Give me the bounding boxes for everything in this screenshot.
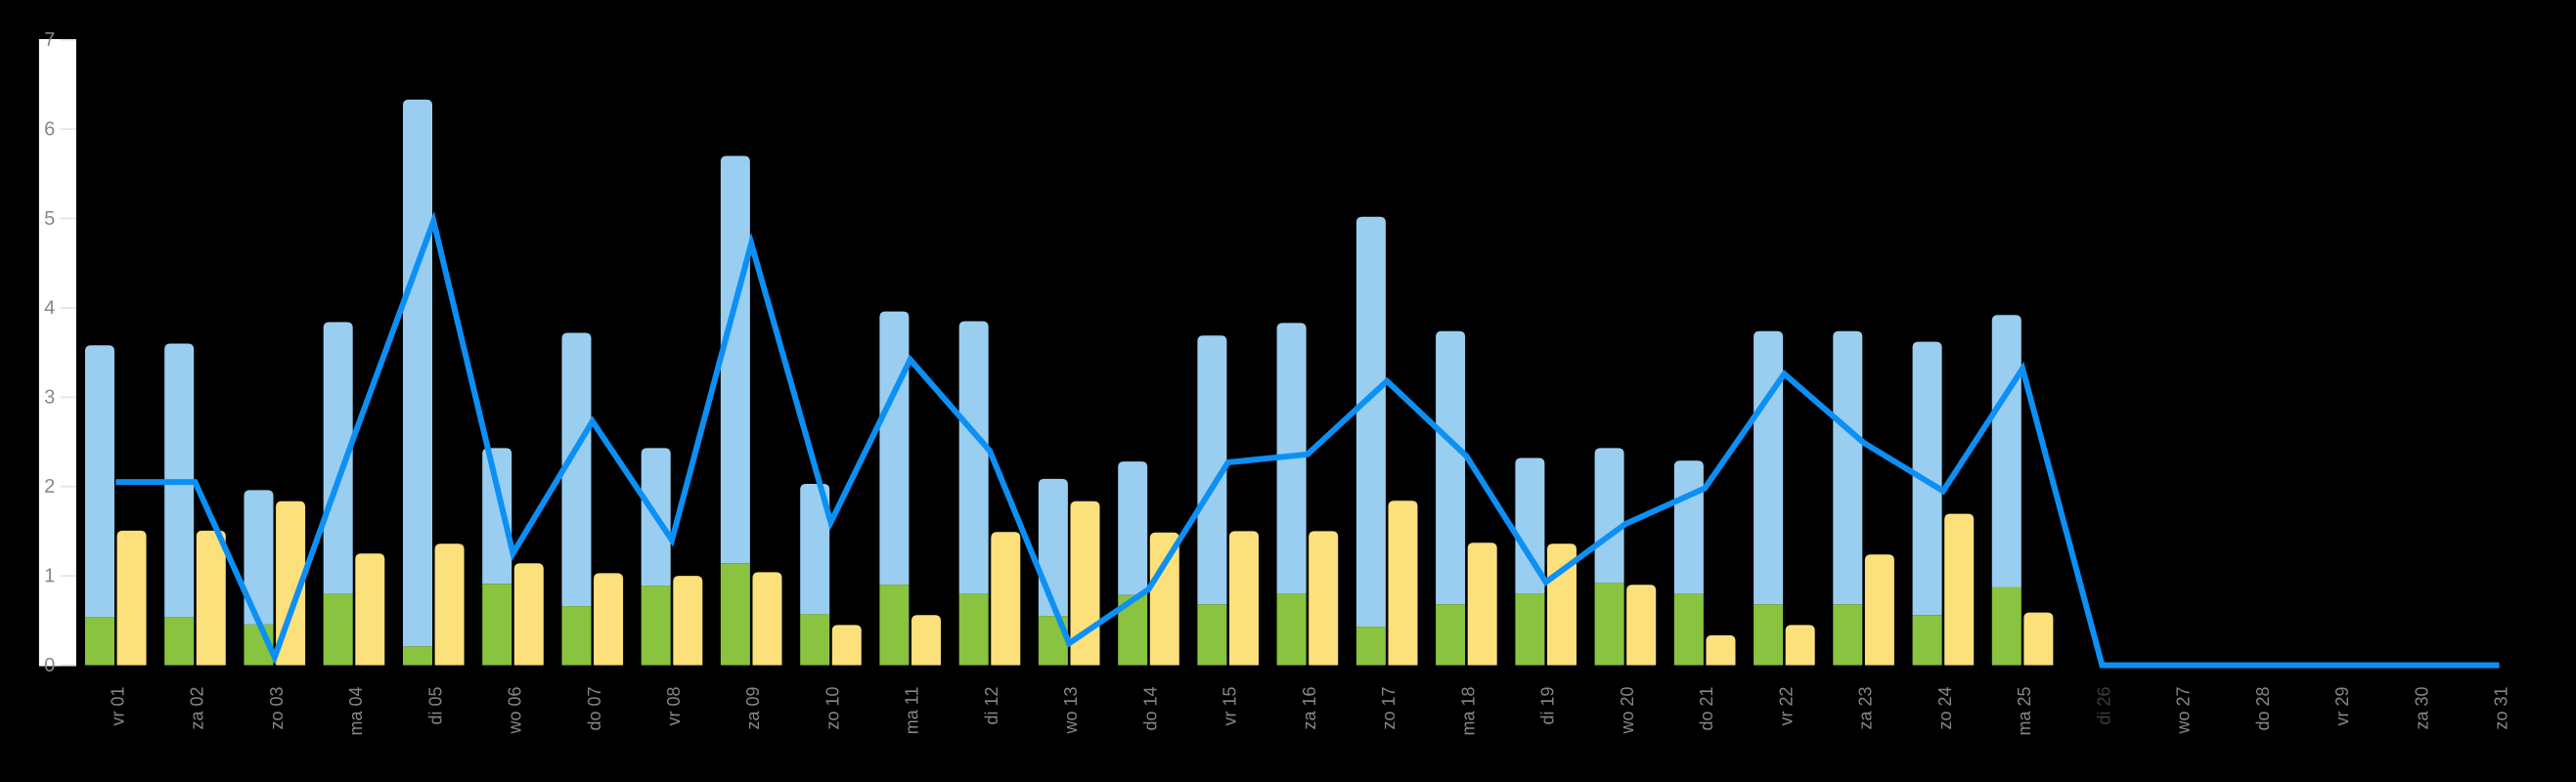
svg-text:do 07: do 07 (585, 687, 604, 731)
svg-text:4: 4 (44, 297, 55, 319)
svg-text:do 14: do 14 (1141, 687, 1161, 731)
svg-text:0: 0 (44, 655, 55, 676)
svg-text:ma 25: ma 25 (2015, 687, 2034, 736)
svg-text:1: 1 (44, 565, 55, 586)
svg-text:zo 17: zo 17 (1379, 687, 1399, 730)
svg-text:vr 01: vr 01 (108, 687, 127, 726)
svg-text:ma 04: ma 04 (346, 687, 366, 736)
svg-text:za 30: za 30 (2412, 687, 2431, 730)
svg-text:do 28: do 28 (2253, 687, 2273, 731)
svg-text:wo 20: wo 20 (1618, 687, 1637, 735)
svg-text:za 16: za 16 (1300, 687, 1319, 730)
svg-text:di 19: di 19 (1538, 687, 1558, 725)
svg-text:zo 03: zo 03 (267, 687, 287, 730)
svg-text:6: 6 (44, 118, 55, 140)
svg-text:zo 24: zo 24 (1935, 687, 1955, 730)
svg-text:vr 08: vr 08 (664, 687, 684, 726)
svg-text:di 12: di 12 (982, 687, 1001, 725)
svg-text:vr 29: vr 29 (2332, 687, 2352, 726)
svg-text:ma 11: ma 11 (903, 687, 922, 735)
svg-text:za 09: za 09 (743, 687, 763, 730)
svg-text:za 02: za 02 (188, 687, 207, 730)
svg-text:do 21: do 21 (1697, 687, 1716, 731)
svg-text:vr 22: vr 22 (1776, 687, 1796, 726)
svg-text:vr 15: vr 15 (1221, 687, 1240, 726)
svg-text:3: 3 (44, 387, 55, 409)
svg-text:wo 13: wo 13 (1061, 687, 1081, 735)
svg-text:di 26: di 26 (2094, 687, 2113, 725)
svg-text:zo 10: zo 10 (823, 687, 843, 730)
svg-text:ma 18: ma 18 (1458, 687, 1478, 736)
svg-text:di 05: di 05 (425, 687, 445, 725)
svg-text:2: 2 (44, 476, 55, 498)
svg-text:zo 31: zo 31 (2492, 687, 2511, 730)
svg-text:7: 7 (44, 29, 55, 51)
svg-text:wo 06: wo 06 (506, 687, 525, 735)
svg-text:za 23: za 23 (1856, 687, 1876, 730)
svg-text:5: 5 (44, 208, 55, 230)
svg-text:wo 27: wo 27 (2174, 687, 2194, 735)
